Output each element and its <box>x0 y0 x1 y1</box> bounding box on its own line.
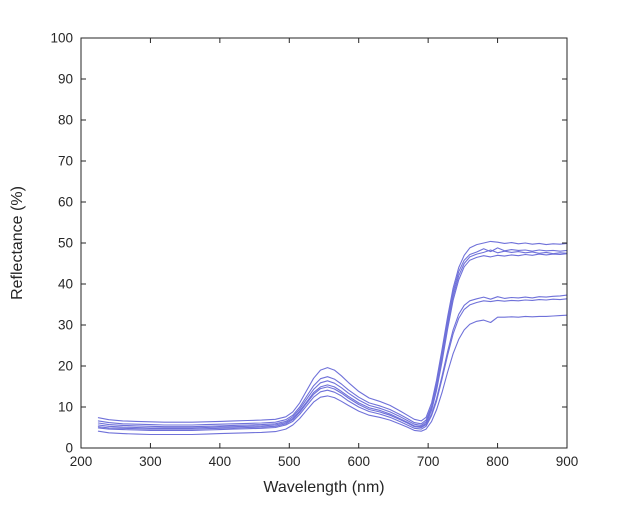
x-tick-label: 400 <box>209 454 232 469</box>
series-lines <box>97 240 568 436</box>
x-tick-labels: 200 300 400 500 600 700 800 900 <box>70 454 579 469</box>
y-axis-label: Reflectance (%) <box>9 186 26 300</box>
x-tick-label: 300 <box>139 454 162 469</box>
x-tick-label: 200 <box>70 454 93 469</box>
y-tick-label: 10 <box>58 400 73 415</box>
x-tick-label: 600 <box>347 454 370 469</box>
y-tick-label: 70 <box>58 154 73 169</box>
y-tick-labels: 0 10 20 30 40 50 60 70 80 90 100 <box>50 31 73 456</box>
series-line-curve-4 <box>97 253 568 429</box>
series-line-curve-5 <box>97 294 568 430</box>
x-tick-label: 900 <box>556 454 579 469</box>
y-tick-label: 0 <box>65 441 73 456</box>
x-tick-label: 500 <box>278 454 301 469</box>
x-tick-label: 700 <box>417 454 440 469</box>
y-tick-label: 20 <box>58 359 73 374</box>
y-tick-label: 60 <box>58 195 73 210</box>
x-axis-label: Wavelength (nm) <box>263 479 384 496</box>
axis-ticks <box>80 37 568 449</box>
y-tick-label: 40 <box>58 277 73 292</box>
series-line-curve-2 <box>97 247 568 426</box>
series-line-curve-1 <box>97 240 568 423</box>
y-tick-label: 30 <box>58 318 73 333</box>
series-line-curve-7 <box>97 314 568 436</box>
series-line-curve-3 <box>97 249 568 428</box>
x-tick-label: 800 <box>486 454 509 469</box>
y-tick-label: 50 <box>58 236 73 251</box>
y-tick-label: 90 <box>58 72 73 87</box>
axes-box-rect <box>80 37 568 449</box>
y-tick-label: 100 <box>50 31 73 46</box>
y-tick-label: 80 <box>58 113 73 128</box>
plot-box <box>80 37 568 449</box>
series-line-curve-6 <box>97 298 568 431</box>
